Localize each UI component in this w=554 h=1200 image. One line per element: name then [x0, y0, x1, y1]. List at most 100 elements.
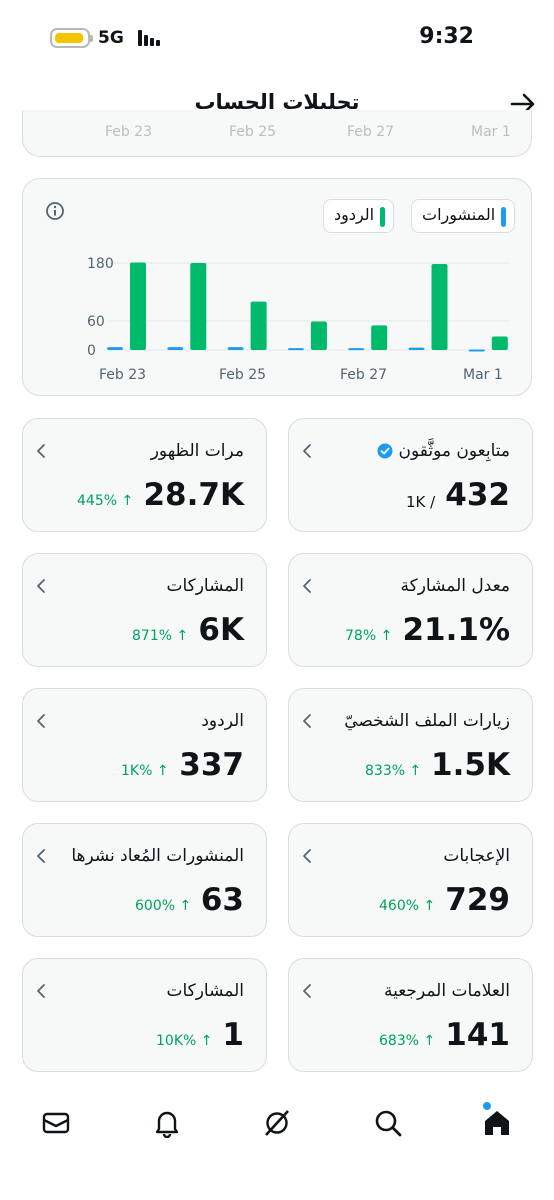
stat-value: 1 — [222, 1017, 244, 1053]
stat-change: 871% ↑ — [132, 628, 189, 644]
x-tick-label: Feb 27 — [340, 367, 387, 383]
x-tick-label: Feb 23 — [105, 124, 153, 140]
bar-replies[interactable] — [431, 263, 448, 350]
chevron-left-icon — [35, 713, 47, 729]
bar-posts[interactable] — [107, 347, 123, 350]
stat-label: معدل المشاركة — [401, 576, 510, 596]
stat-change: 10K% ↑ — [156, 1033, 213, 1049]
stat-label: الإعجابات — [443, 846, 510, 866]
x-tick-label: Feb 23 — [99, 367, 146, 383]
bar-replies[interactable] — [190, 263, 207, 350]
stat-label: المشاركات — [166, 576, 244, 596]
stat-value: 1.5K — [431, 747, 510, 783]
bar-posts[interactable] — [227, 347, 244, 350]
stat-change: 460% ↑ — [379, 898, 436, 914]
stat-label-text: مرات الظهور — [150, 441, 244, 461]
bar-replies[interactable] — [130, 262, 146, 350]
y-tick-label: 60 — [87, 314, 105, 330]
stat-card[interactable]: معدل المشاركة 21.1% 78% ↑ — [288, 553, 533, 667]
stat-label: متابِعون موثَّقون — [377, 441, 510, 461]
stat-label-text: زيارات الملف الشخصيّ — [344, 711, 510, 731]
bar-posts[interactable] — [468, 349, 485, 352]
stat-change: 833% ↑ — [365, 763, 422, 779]
chevron-left-icon — [301, 983, 313, 999]
stat-label: المنشورات المُعاد نشرها — [71, 846, 244, 866]
chevron-left-icon — [35, 983, 47, 999]
stat-value: 432 — [445, 477, 510, 513]
bar-posts[interactable] — [287, 348, 304, 351]
stat-label: زيارات الملف الشخصيّ — [344, 711, 510, 731]
stat-value: 729 — [445, 882, 510, 918]
x-tick-label: Mar 1 — [463, 367, 503, 383]
stat-card[interactable]: زيارات الملف الشخصيّ 1.5K 833% ↑ — [288, 688, 533, 802]
chevron-left-icon — [301, 578, 313, 594]
stat-card[interactable]: العلامات المرجعية 141 683% ↑ — [288, 958, 533, 1072]
chevron-left-icon — [35, 443, 47, 459]
stat-card[interactable]: المنشورات المُعاد نشرها 63 600% ↑ — [22, 823, 267, 937]
network-type: 5G — [98, 28, 124, 48]
activity-chart-card: المنشورات الردود 180 60 0 Feb 23 Feb 25 Feb 2… — [22, 178, 532, 396]
x-tick-label: Feb 25 — [229, 124, 277, 140]
bar-posts[interactable] — [408, 347, 425, 350]
stat-value: 63 — [200, 882, 244, 918]
stat-change: 78% ↑ — [345, 628, 393, 644]
grok-icon[interactable] — [262, 1108, 292, 1138]
y-tick-label: 0 — [87, 343, 96, 359]
chevron-left-icon — [35, 848, 47, 864]
stat-value: 28.7K — [143, 477, 244, 513]
search-icon[interactable] — [373, 1108, 403, 1138]
notification-dot — [483, 1102, 491, 1110]
stat-label: الردود — [201, 711, 244, 731]
stat-label-text: المشاركات — [166, 981, 244, 1001]
stat-card[interactable]: مرات الظهور 28.7K 445% ↑ — [22, 418, 267, 532]
stat-card[interactable]: متابِعون موثَّقون 432 1K / — [288, 418, 533, 532]
stat-value: 6K — [198, 612, 244, 648]
stat-label: مرات الظهور — [151, 441, 244, 461]
bar-replies[interactable] — [310, 321, 327, 350]
info-icon[interactable] — [45, 201, 65, 221]
legend-posts-label: المنشورات — [422, 205, 496, 224]
stat-label-text: المشاركات — [166, 576, 244, 596]
legend-swatch-posts — [501, 207, 507, 227]
chevron-left-icon — [301, 848, 313, 864]
bar-posts[interactable] — [348, 348, 365, 351]
stat-label-text: الردود — [201, 711, 244, 731]
stat-label: العلامات المرجعية — [384, 981, 510, 1001]
stat-value: 141 — [445, 1017, 510, 1053]
stat-value: 337 — [179, 747, 244, 783]
stat-label-text: المنشورات المُعاد نشرها — [71, 846, 244, 866]
x-tick-label: Mar 1 — [471, 124, 511, 140]
stat-card[interactable]: المشاركات 6K 871% ↑ — [22, 553, 267, 667]
stat-card[interactable]: المشاركات 1 10K% ↑ — [22, 958, 267, 1072]
stat-change: 1K% ↑ — [121, 763, 169, 779]
legend-replies-label: الردود — [334, 205, 375, 224]
stat-change: 683% ↑ — [379, 1033, 436, 1049]
status-bar: 5G 9:32 — [0, 0, 554, 76]
bell-icon[interactable] — [152, 1108, 182, 1138]
x-tick-label: Feb 27 — [347, 124, 395, 140]
stat-total: 1K / — [406, 493, 436, 511]
stat-label-text: متابِعون موثَّقون — [398, 441, 510, 461]
stat-label-text: العلامات المرجعية — [383, 981, 510, 1001]
bottom-nav — [0, 1090, 554, 1160]
bar-replies[interactable] — [491, 336, 508, 350]
legend-swatch-replies — [380, 207, 386, 227]
stat-change: 600% ↑ — [135, 898, 192, 914]
signal-icon — [138, 30, 164, 46]
verified-badge-icon — [377, 443, 393, 459]
stat-card[interactable]: الإعجابات 729 460% ↑ — [288, 823, 533, 937]
bar-replies[interactable] — [371, 325, 388, 350]
legend-replies[interactable]: الردود — [323, 199, 395, 233]
mail-icon[interactable] — [41, 1108, 71, 1138]
chevron-left-icon — [301, 443, 313, 459]
bar-replies[interactable] — [250, 301, 267, 350]
legend-posts[interactable]: المنشورات — [411, 199, 516, 233]
stat-change: 445% ↑ — [77, 493, 134, 509]
bar-posts[interactable] — [167, 347, 184, 350]
home-icon[interactable] — [482, 1108, 512, 1138]
battery-icon — [50, 28, 93, 48]
chevron-left-icon — [301, 713, 313, 729]
stat-card[interactable]: الردود 337 1K% ↑ — [22, 688, 267, 802]
stat-label: المشاركات — [166, 981, 244, 1001]
